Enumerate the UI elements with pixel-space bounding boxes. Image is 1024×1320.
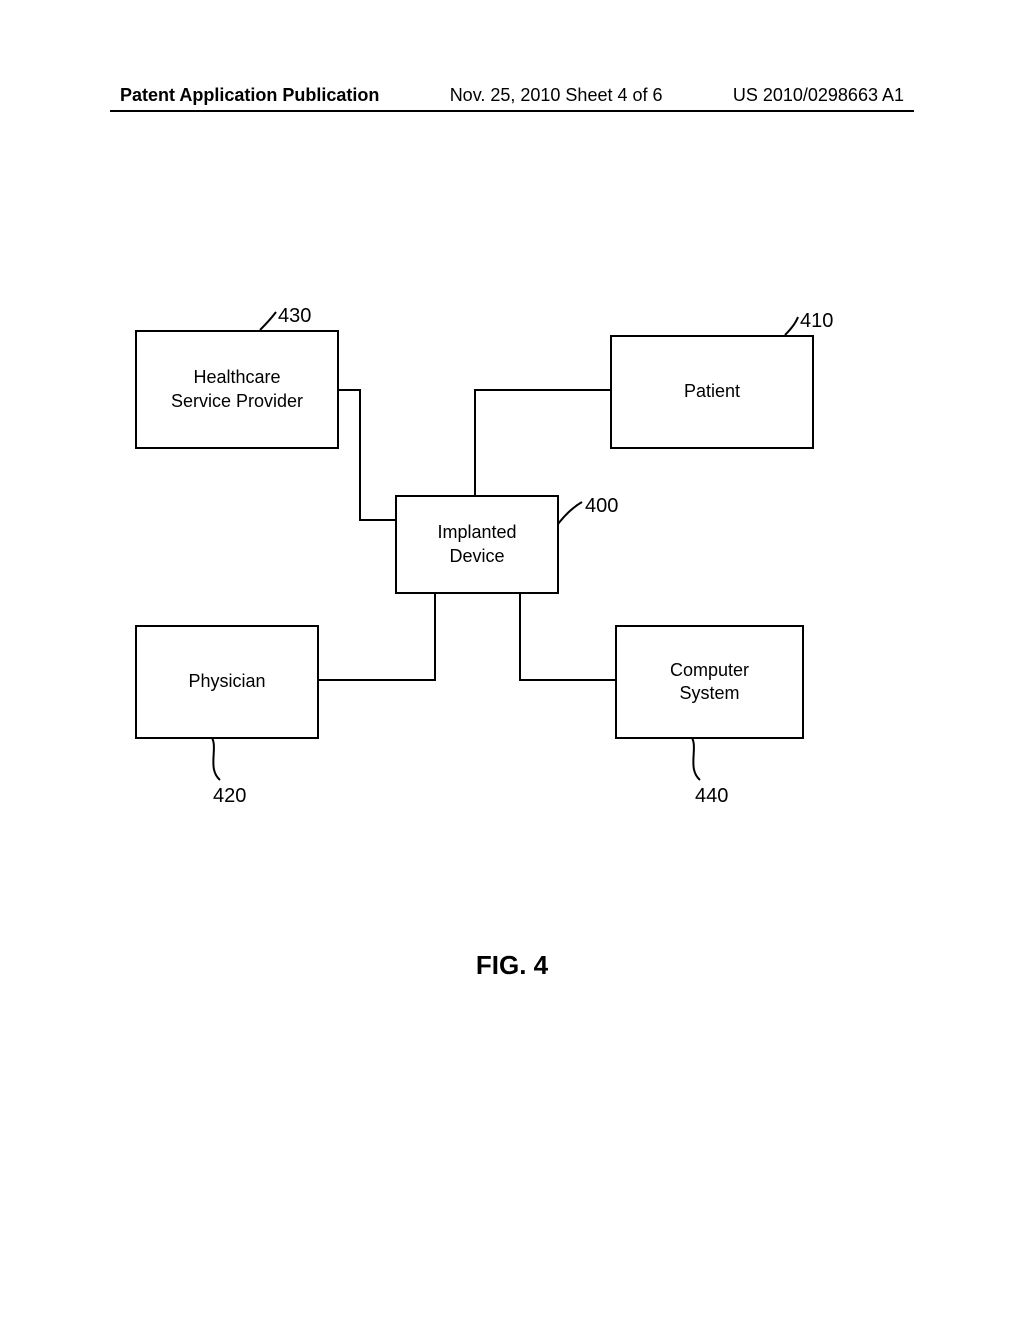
ref-computer: 440 xyxy=(695,785,728,808)
node-label-healthcare: HealthcareService Provider xyxy=(171,366,303,413)
ref-physician: 420 xyxy=(213,785,246,808)
lead-line-3 xyxy=(210,735,220,780)
node-label-implanted: ImplantedDevice xyxy=(437,521,516,568)
edge-implanted-physician xyxy=(315,590,435,680)
edge-implanted-healthcare xyxy=(335,390,395,520)
figure-label: FIG. 4 xyxy=(0,950,1024,981)
ref-patient: 410 xyxy=(800,310,833,333)
node-physician: Physician xyxy=(135,625,319,739)
lead-line-2 xyxy=(260,312,276,330)
node-label-patient: Patient xyxy=(684,380,740,403)
node-patient: Patient xyxy=(610,335,814,449)
node-implanted: ImplantedDevice xyxy=(395,495,559,594)
node-label-physician: Physician xyxy=(188,670,265,693)
lead-line-4 xyxy=(690,735,700,780)
lead-line-0 xyxy=(555,502,582,528)
node-label-computer: ComputerSystem xyxy=(670,659,749,706)
ref-implanted: 400 xyxy=(585,495,618,518)
edge-implanted-computer xyxy=(520,590,615,680)
figure-diagram: ImplantedDevice 400 Patient 410 Physician 420… xyxy=(0,0,1024,1320)
lead-line-1 xyxy=(785,317,798,335)
node-healthcare: HealthcareService Provider xyxy=(135,330,339,449)
edge-implanted-patient xyxy=(475,390,610,495)
node-computer: ComputerSystem xyxy=(615,625,804,739)
ref-healthcare: 430 xyxy=(278,305,311,328)
